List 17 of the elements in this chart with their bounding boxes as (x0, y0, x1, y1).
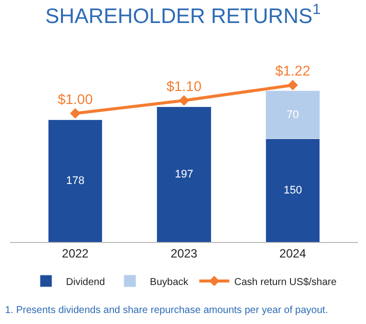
data-label: $1.00 (58, 90, 93, 107)
legend-label: Dividend (66, 276, 105, 288)
legend-label: Cash return US$/share (234, 276, 337, 288)
legend-label: Buyback (150, 276, 190, 288)
chart-title: SHAREHOLDER RETURNS$^{1}$ (45, 2, 321, 28)
bar (48, 119, 103, 242)
x-tick-label: 2024 (279, 246, 306, 260)
data-label: $1.22 (275, 62, 310, 79)
data-label: 178 (66, 174, 84, 187)
bar (156, 106, 212, 242)
data-label: 197 (174, 168, 194, 180)
data-label: 70 (286, 108, 299, 121)
x-tick-label: 2023 (170, 246, 198, 260)
data-label: $1.10 (166, 78, 202, 94)
text: 1. Presents dividends and share repurchase amounts per year of payout. (5, 305, 328, 316)
x-tick-label: 2022 (62, 246, 89, 260)
data-label: 150 (284, 184, 302, 196)
